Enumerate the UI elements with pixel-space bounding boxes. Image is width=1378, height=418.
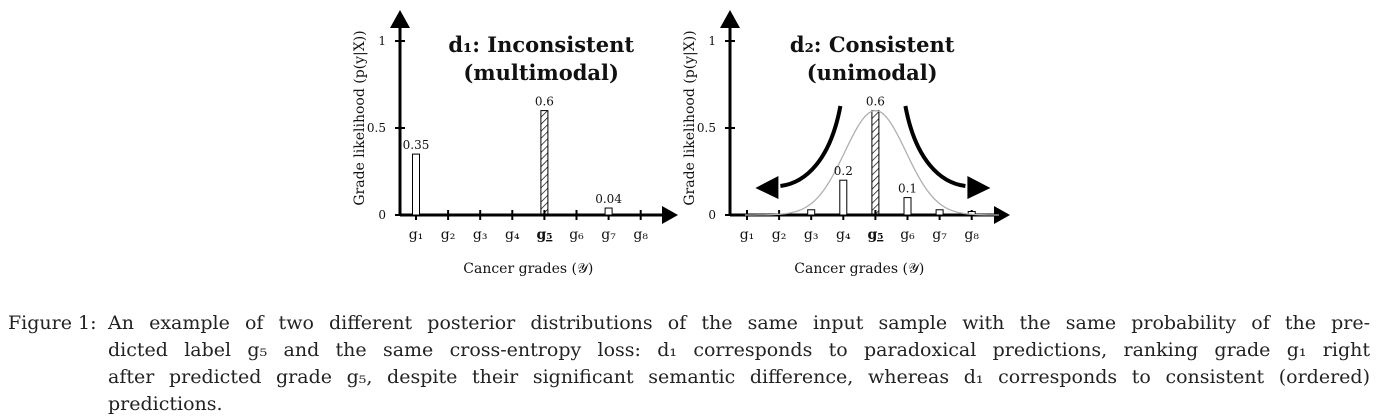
data-label: 0.6 (866, 95, 885, 109)
y-tick-label: 0.5 (697, 121, 716, 135)
x-tick-label: g₁ (740, 227, 755, 243)
panel-title: d₂: Consistent (790, 32, 955, 57)
caption-label: Figure 1: (8, 312, 97, 334)
x-tick-label: g₄ (505, 227, 520, 243)
y-tick-label: 1 (708, 34, 716, 48)
bar (903, 197, 912, 216)
bar (412, 153, 420, 216)
bar (967, 211, 976, 216)
y-axis-label: Grade likelihood (p(y|X)) (352, 30, 368, 205)
left-arrowhead (755, 176, 779, 199)
x-tick-label: g₃ (804, 227, 819, 243)
y-axis-arrow (720, 10, 740, 28)
x-tick-label: g₈ (633, 227, 648, 243)
panel-title: d₁: Inconsistent (448, 32, 634, 57)
x-axis-arrow (994, 206, 1010, 224)
x-tick-label: g₂ (772, 227, 787, 243)
data-label: 0.1 (898, 182, 917, 196)
left-curved-arrow (780, 105, 843, 188)
x-tick-label: g₂ (441, 227, 456, 243)
y-tick-label: 0.5 (367, 121, 386, 135)
bar (839, 179, 848, 216)
x-tick-label: g₅ (536, 227, 552, 243)
x-tick-label: g₆ (900, 227, 915, 243)
x-tick-label: g₄ (836, 227, 851, 243)
figure-charts: 0 0.5 1 Grade likelihood (p(y|X)) g₁ g₂ g₃ g₄ g₅… (352, 10, 1010, 277)
bar (604, 207, 613, 216)
y-axis-arrow (390, 10, 410, 28)
x-tick-label: g₆ (569, 227, 584, 243)
bar (871, 110, 880, 216)
data-label: 0.35 (403, 138, 430, 152)
x-tick-label: g₇ (601, 227, 616, 243)
data-label: 0.2 (834, 164, 853, 178)
x-axis-label: Cancer grades (𝒴) (794, 261, 924, 277)
caption-line: An example of two different posterior di… (108, 312, 1370, 334)
chart-panel-d2 (720, 10, 1010, 224)
x-tick-label: g₈ (964, 227, 979, 243)
figure-caption: Figure 1: An example of two different po… (8, 310, 1370, 418)
caption-line: after predicted grade g₅, despite their … (108, 366, 1370, 388)
bar (540, 110, 549, 216)
panel-subtitle: (unimodal) (807, 60, 938, 85)
x-axis-arrow (662, 206, 678, 224)
x-tick-label: g₃ (473, 227, 488, 243)
y-axis-label: Grade likelihood (p(y|X)) (682, 30, 698, 205)
x-tick-label: g₁ (409, 227, 424, 243)
x-tick-label: g₇ (932, 227, 947, 243)
bar (935, 209, 944, 216)
right-curved-arrow (903, 105, 966, 188)
x-axis-label: Cancer grades (𝒴) (463, 261, 593, 277)
caption-body: An example of two different posterior di… (108, 310, 1370, 418)
chart-panel-d1 (390, 10, 678, 224)
caption-line: dicted label g₅ and the same cross-entro… (108, 339, 1370, 361)
data-label: 0.04 (595, 192, 622, 206)
data-label: 0.6 (535, 95, 554, 109)
distribution-curve (745, 109, 999, 216)
figure: 0 0.5 1 Grade likelihood (p(y|X)) g₁ g₂ g₃ g₄ g₅… (352, 10, 1010, 277)
right-arrowhead (967, 176, 991, 199)
x-tick-label: g₅ (867, 227, 883, 243)
caption-line: predictions. (108, 393, 223, 415)
panel-subtitle: (multimodal) (463, 60, 619, 85)
bar (807, 209, 816, 216)
y-tick-label: 1 (378, 34, 386, 48)
y-tick-label: 0 (378, 208, 386, 222)
y-tick-label: 0 (708, 208, 716, 222)
